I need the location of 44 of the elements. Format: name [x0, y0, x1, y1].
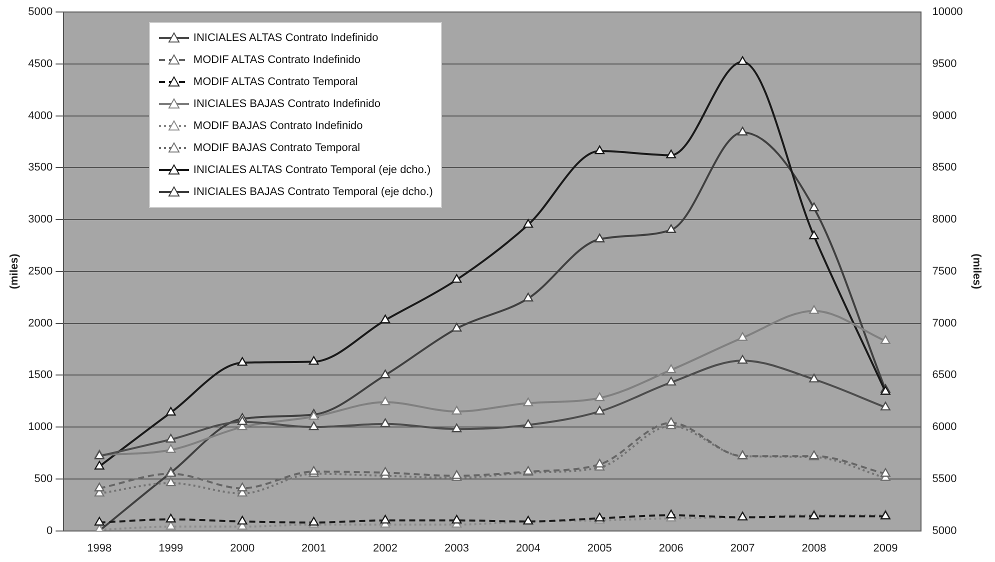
y2-tick-label: 6000 — [932, 421, 957, 434]
x-tick-label: 2007 — [730, 542, 755, 554]
y2-tick-label: 5500 — [932, 472, 957, 485]
x-tick-label: 1998 — [87, 542, 112, 554]
y2-tick-label: 5000 — [932, 524, 957, 537]
x-tick-label: 2000 — [230, 542, 255, 554]
x-tick-label: 2008 — [802, 542, 826, 554]
x-tick-label: 2003 — [444, 542, 469, 554]
x-tick-label: 2004 — [516, 542, 540, 554]
y2-axis-title: (miles) — [970, 254, 982, 290]
legend-label: MODIF BAJAS Contrato Temporal — [193, 142, 360, 154]
y-tick-label: 2000 — [28, 317, 53, 330]
y2-tick-label: 7500 — [932, 265, 957, 278]
x-tick-label: 2001 — [302, 542, 326, 554]
y-tick-label: 1000 — [28, 421, 53, 434]
y2-tick-label: 6500 — [932, 369, 957, 382]
y-axis-title: (miles) — [8, 253, 21, 290]
y2-tick-label: 7000 — [932, 317, 957, 330]
legend-label: INICIALES BAJAS Contrato Indefinido — [193, 98, 381, 110]
y2-tick-label: 10000 — [932, 6, 963, 18]
y-tick-label: 0 — [46, 524, 53, 537]
y-tick-label: 3000 — [28, 214, 53, 226]
legend-label: INICIALES BAJAS Contrato Temporal (eje dcho.) — [193, 186, 433, 198]
y2-tick-label: 9500 — [932, 58, 957, 70]
legend-label: MODIF BAJAS Contrato Indefinido — [193, 120, 363, 132]
legend-label: INICIALES ALTAS Contrato Temporal (eje dcho.) — [193, 164, 431, 176]
y-tick-label: 500 — [34, 472, 53, 485]
y-tick-label: 1500 — [28, 369, 53, 382]
x-tick-label: 2005 — [587, 542, 612, 554]
legend-label: INICIALES ALTAS Contrato Indefinido — [193, 32, 378, 44]
x-tick-label: 1999 — [158, 542, 184, 554]
x-tick-label: 2002 — [373, 542, 398, 554]
y-tick-label: 5000 — [28, 6, 53, 18]
y-tick-label: 3500 — [28, 162, 53, 174]
y-tick-label: 2500 — [28, 265, 53, 278]
y-tick-label: 4000 — [28, 110, 53, 122]
legend-label: MODIF ALTAS Contrato Indefinido — [193, 54, 361, 66]
y2-tick-label: 9000 — [932, 110, 957, 122]
y-tick-label: 4500 — [28, 58, 53, 70]
legend-label: MODIF ALTAS Contrato Temporal — [193, 76, 358, 88]
y2-tick-label: 8500 — [932, 162, 957, 174]
x-tick-label: 2006 — [658, 542, 684, 554]
y2-tick-label: 8000 — [932, 214, 957, 226]
x-tick-label: 2009 — [873, 542, 898, 554]
